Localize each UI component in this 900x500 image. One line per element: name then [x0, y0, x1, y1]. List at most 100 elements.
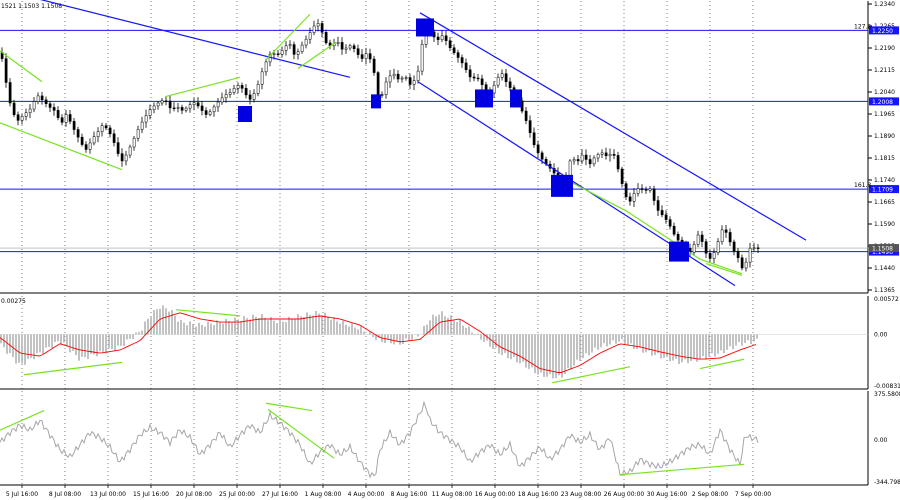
- candle-body: [648, 188, 652, 191]
- candle-body: [304, 38, 308, 46]
- divergence-line: [165, 76, 241, 97]
- candle-body: [608, 154, 612, 157]
- candle-body: [464, 62, 468, 71]
- x-axis-label: 18 Aug 16:00: [518, 491, 559, 498]
- candle-body: [248, 94, 252, 100]
- x-axis-label: 8 Jul 08:00: [49, 491, 81, 498]
- candle-body: [292, 44, 296, 55]
- candle-body: [392, 73, 396, 77]
- price-axis-label: 1.1440: [874, 265, 895, 272]
- candle-body: [644, 189, 648, 191]
- divergence-line: [297, 41, 337, 70]
- candle-body: [204, 110, 208, 115]
- candle-body: [372, 58, 376, 73]
- candle-body: [496, 77, 500, 86]
- candle-body: [572, 159, 576, 162]
- price-axis-label: 1.1665: [874, 199, 895, 206]
- candle-body: [708, 253, 712, 259]
- divergence-line: [0, 50, 43, 83]
- candle-body: [296, 51, 300, 55]
- candle-body: [92, 136, 96, 144]
- candle-body: [732, 241, 736, 252]
- price-axis-label: 1.2040: [874, 89, 895, 96]
- candle-body: [64, 114, 68, 123]
- oscillator-divergence-line: [175, 309, 241, 317]
- candle-body: [756, 247, 760, 249]
- candle-body: [320, 23, 324, 33]
- candle-body: [408, 77, 412, 85]
- candle-body: [116, 142, 120, 154]
- candle-body: [620, 168, 624, 184]
- candle-body: [624, 183, 628, 198]
- candle-body: [528, 120, 532, 133]
- candle-body: [36, 95, 40, 102]
- signal-marker: [416, 18, 434, 37]
- candle-body: [300, 44, 304, 52]
- candle-body: [532, 132, 536, 146]
- cci-line: [0, 400, 759, 479]
- candle-body: [188, 104, 192, 109]
- signal-marker: [371, 94, 381, 109]
- fibo-level-tag: 161.8: [854, 182, 871, 189]
- trend-line: [419, 12, 807, 241]
- candle-body: [276, 53, 280, 55]
- candle-body: [672, 225, 676, 235]
- cci-axis-label: 375.5808: [874, 391, 900, 398]
- candle-body: [56, 110, 60, 118]
- candle-body: [656, 200, 660, 211]
- cci-axis-label: -344.798: [874, 479, 900, 486]
- cci-axis-label: 0.00: [874, 437, 888, 444]
- candle-body: [720, 229, 724, 242]
- level-price-label: 1.1496: [872, 249, 893, 256]
- candle-body: [288, 44, 292, 47]
- candle-body: [244, 88, 248, 96]
- candle-body: [736, 250, 740, 258]
- candle-body: [524, 110, 528, 121]
- candle-body: [676, 234, 680, 241]
- signal-line: [0, 312, 757, 373]
- level-price-box: [869, 185, 899, 194]
- candle-body: [356, 48, 360, 55]
- candle-body: [508, 81, 512, 88]
- candle-body: [580, 154, 584, 162]
- candle-body: [308, 32, 312, 40]
- candle-body: [476, 77, 480, 80]
- level-price-label: 1.2250: [872, 28, 893, 35]
- level-price-label: 1.2008: [872, 99, 893, 106]
- candle-body: [228, 92, 232, 95]
- candle-body: [232, 88, 236, 93]
- candle-body: [692, 244, 696, 253]
- x-axis-label: 25 Jul 00:00: [219, 491, 255, 498]
- candle-body: [212, 106, 216, 113]
- candle-body: [20, 116, 24, 121]
- candle-body: [536, 144, 540, 154]
- candle-body: [252, 93, 256, 100]
- candle-body: [156, 102, 160, 107]
- candle-body: [324, 31, 328, 44]
- candle-body: [696, 234, 700, 245]
- level-price-box: [869, 244, 899, 253]
- candle-body: [492, 84, 496, 94]
- candle-body: [236, 85, 240, 89]
- candle-body: [396, 73, 400, 80]
- candle-body: [40, 95, 44, 101]
- candle-body: [164, 100, 168, 102]
- candle-body: [416, 70, 420, 81]
- candle-body: [576, 159, 580, 162]
- price-axis-label: 1.1365: [874, 287, 895, 294]
- candle-body: [440, 35, 444, 40]
- candle-body: [588, 159, 592, 165]
- candle-body: [360, 54, 364, 59]
- candle-body: [600, 152, 604, 155]
- x-axis-label: 11 Aug 08:00: [432, 491, 473, 498]
- level-price-box: [869, 97, 899, 106]
- candle-body: [224, 94, 228, 99]
- candle-body: [4, 58, 8, 83]
- candle-body: [100, 125, 104, 132]
- x-axis-label: 4 Aug 00:00: [348, 491, 385, 498]
- candle-body: [640, 188, 644, 190]
- candle-body: [196, 102, 200, 107]
- candle-body: [168, 100, 172, 109]
- x-axis-label: 5 Jul 16:00: [6, 491, 38, 498]
